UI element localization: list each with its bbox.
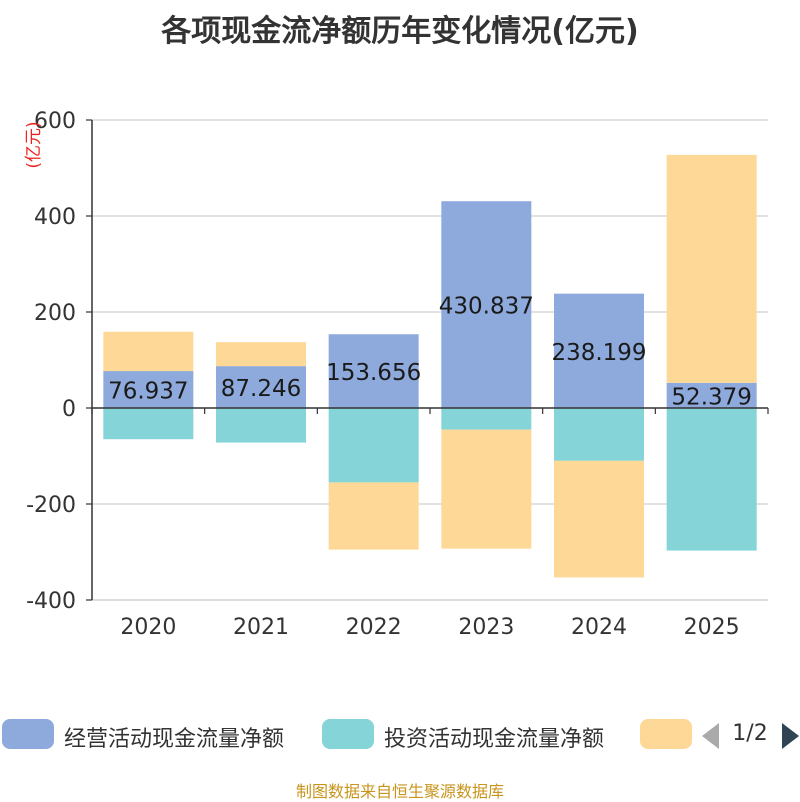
bar-series1-2021 xyxy=(216,408,306,443)
y-tick-label--400: -400 xyxy=(26,589,76,614)
bar-series2-2021 xyxy=(216,342,306,367)
bar-series0-2020 xyxy=(103,371,194,408)
legend-swatch-investing xyxy=(322,719,374,749)
x-tick-label-2022: 2022 xyxy=(346,615,402,640)
y-axis-unit-label: (亿元) xyxy=(24,121,44,168)
data-label-2020: 76.937 xyxy=(108,379,188,405)
bar-series0-2024 xyxy=(554,293,644,408)
legend-swatch-financing xyxy=(640,719,692,749)
data-label-2022: 153.656 xyxy=(326,360,421,386)
bar-series2-2024 xyxy=(554,460,644,578)
data-label-2025: 52.379 xyxy=(671,384,751,410)
bar-series1-2025 xyxy=(666,408,757,551)
legend-prev-page-icon[interactable] xyxy=(702,723,719,749)
bar-series0-2022 xyxy=(328,334,419,408)
y-tick-label-200: 200 xyxy=(34,301,76,326)
bar-series2-2025 xyxy=(666,154,757,383)
y-tick-label--200: -200 xyxy=(26,493,76,518)
data-source-note: 制图数据来自恒生聚源数据库 xyxy=(295,782,504,801)
bar-series2-2023 xyxy=(441,429,532,549)
legend-label-investing: 投资活动现金流量净额 xyxy=(384,727,605,752)
x-tick-label-2025: 2025 xyxy=(684,615,740,640)
legend-next-page-icon[interactable] xyxy=(782,723,799,749)
chart-plot: 600 400 200 0 -200 -400 (亿元) 76.937 2020 87.246 20… xyxy=(24,109,769,640)
x-tick-label-2023: 2023 xyxy=(458,615,514,640)
x-tick-label-2020: 2020 xyxy=(120,615,176,640)
bar-series1-2020 xyxy=(103,408,194,440)
bar-series2-2022 xyxy=(328,482,419,550)
legend-label-operating: 经营活动现金流量净额 xyxy=(64,727,285,752)
data-label-2021: 87.246 xyxy=(221,376,301,402)
bar-series1-2023 xyxy=(441,408,532,430)
data-label-2023: 430.837 xyxy=(439,294,534,320)
bar-series1-2022 xyxy=(328,408,419,483)
legend-page-indicator: 1/2 xyxy=(732,721,768,746)
legend: 经营活动现金流量净额 投资活动现金流量净额 xyxy=(0,712,800,758)
chart-title: 各项现金流净额历年变化情况(亿元) xyxy=(161,14,639,49)
bar-series0-2021 xyxy=(216,366,306,408)
y-tick-label-0: 0 xyxy=(62,397,76,422)
bar-series0-2025 xyxy=(666,382,757,408)
x-tick-label-2021: 2021 xyxy=(233,615,289,640)
y-tick-label-400: 400 xyxy=(34,205,76,230)
bar-series0-2023 xyxy=(441,201,532,408)
data-label-2024: 238.199 xyxy=(551,340,646,366)
bar-series2-2020 xyxy=(103,331,194,372)
bar-series1-2024 xyxy=(554,408,644,461)
x-tick-label-2024: 2024 xyxy=(571,615,627,640)
legend-swatch-operating xyxy=(2,719,54,749)
y-tick-label-600: 600 xyxy=(34,109,76,134)
